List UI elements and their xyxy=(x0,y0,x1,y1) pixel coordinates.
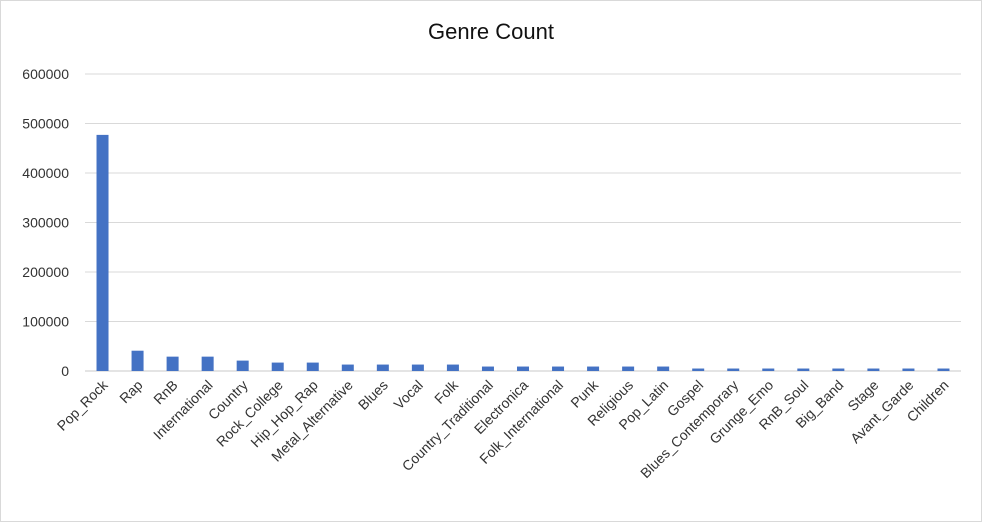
bar xyxy=(411,364,424,371)
bar xyxy=(481,366,494,371)
y-tick-label: 300000 xyxy=(22,215,69,231)
bar xyxy=(762,368,775,371)
y-tick-label: 100000 xyxy=(22,314,69,330)
y-axis-ticks: 0 100000 200000 300000 400000 500000 600000 xyxy=(22,66,69,379)
x-tick-label: Folk xyxy=(431,376,462,407)
bar xyxy=(131,350,144,371)
x-tick-label: Pop_Rock xyxy=(54,376,112,434)
bar xyxy=(201,356,214,371)
bar xyxy=(271,362,284,371)
y-tick-label: 400000 xyxy=(22,165,69,181)
bar xyxy=(166,356,179,371)
bar xyxy=(341,364,354,371)
x-tick-label: Blues xyxy=(355,377,391,413)
x-tick-label: Vocal xyxy=(390,377,426,413)
bar xyxy=(517,366,529,371)
y-tick-label: 0 xyxy=(61,363,69,379)
y-tick-label: 600000 xyxy=(22,66,69,82)
bar xyxy=(552,366,565,371)
chart-title: Genre Count xyxy=(428,19,554,44)
bar xyxy=(902,368,915,371)
y-tick-label: 200000 xyxy=(22,264,69,280)
bar xyxy=(96,134,109,371)
bar xyxy=(867,368,880,371)
x-tick-label: RnB xyxy=(150,377,181,408)
bar xyxy=(937,368,950,371)
gridlines xyxy=(85,73,961,372)
x-tick-label: Rap xyxy=(116,377,146,407)
bar xyxy=(622,366,635,371)
y-tick-label: 500000 xyxy=(22,116,69,132)
bar xyxy=(692,368,705,371)
x-axis-ticks: Pop_Rock Rap RnBInternationalCountryRock_C… xyxy=(54,376,952,481)
bar xyxy=(587,366,600,371)
bars xyxy=(96,134,950,371)
bar xyxy=(306,362,319,371)
bar xyxy=(657,366,670,371)
bar xyxy=(797,368,810,371)
bar xyxy=(446,364,459,371)
bar xyxy=(832,368,845,371)
bar xyxy=(236,360,249,371)
bar xyxy=(376,364,389,371)
bar xyxy=(727,368,740,371)
